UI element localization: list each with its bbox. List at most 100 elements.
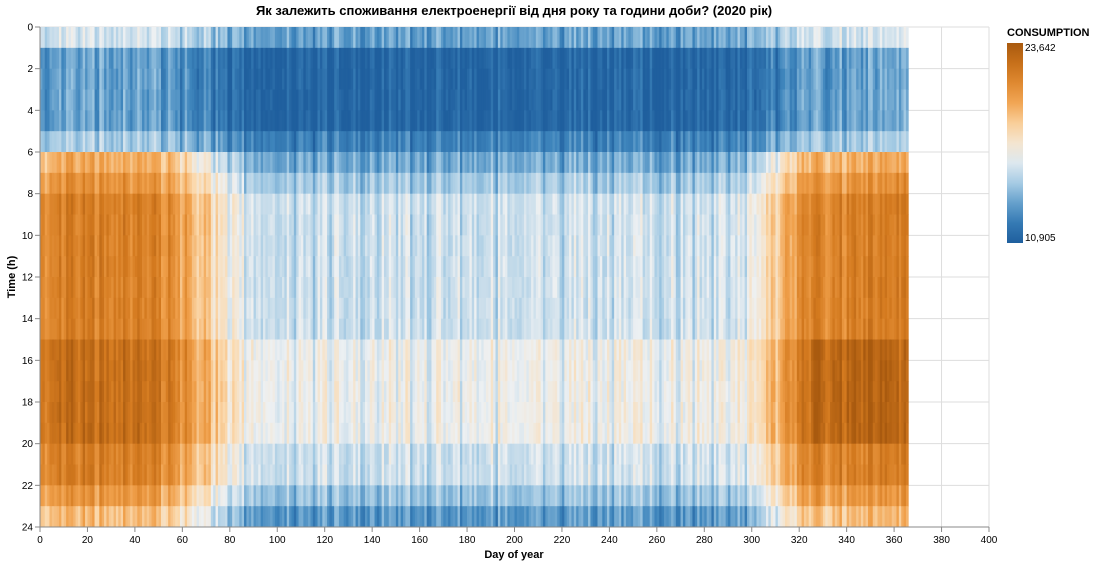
heatmap-cell: [153, 277, 157, 299]
heatmap-cell: [312, 443, 316, 465]
heatmap-cell: [334, 89, 337, 111]
heatmap-cell: [227, 339, 231, 361]
heatmap-cell: [478, 89, 482, 111]
heatmap-cell: [521, 297, 525, 320]
heatmap-cell: [213, 339, 216, 361]
heatmap-cell: [467, 318, 470, 340]
heatmap-cell: [255, 89, 259, 111]
heatmap-cell: [146, 318, 150, 340]
heatmap-cell: [187, 193, 190, 215]
heatmap-cell: [75, 339, 79, 361]
heatmap-cell: [210, 110, 214, 132]
heatmap-cell: [526, 318, 530, 340]
heatmap-cell: [49, 47, 53, 70]
heatmap-cell: [187, 422, 190, 445]
heatmap-cell: [502, 297, 506, 320]
heatmap-cell: [49, 402, 53, 424]
heatmap-cell: [372, 339, 375, 361]
heatmap-cell: [519, 277, 522, 299]
heatmap-cell: [495, 110, 499, 132]
heatmap-cell: [194, 256, 197, 278]
heatmap-cell: [312, 297, 316, 320]
heatmap-cell: [179, 193, 183, 215]
heatmap-cell: [372, 193, 375, 215]
heatmap-cell: [424, 381, 428, 403]
heatmap-cell: [220, 297, 224, 320]
heatmap-cell: [198, 68, 202, 90]
heatmap-cell: [99, 464, 103, 486]
heatmap-cell: [424, 152, 428, 174]
heatmap-cell: [523, 89, 527, 111]
heatmap-cell: [372, 172, 375, 195]
heatmap-cell: [137, 402, 140, 424]
heatmap-cell: [227, 47, 231, 70]
heatmap-cell: [182, 318, 186, 340]
heatmap-cell: [196, 360, 200, 382]
heatmap-cell: [429, 256, 432, 278]
heatmap-cell: [87, 422, 91, 445]
heatmap-cell: [526, 152, 530, 174]
heatmap-cell: [118, 443, 122, 465]
heatmap-cell: [75, 68, 79, 90]
heatmap-cell: [92, 131, 95, 153]
heatmap-cell: [369, 339, 373, 361]
heatmap-cell: [168, 277, 171, 299]
heatmap-cell: [284, 152, 288, 174]
heatmap-cell: [227, 193, 231, 215]
heatmap-cell: [457, 443, 461, 465]
heatmap-cell: [372, 506, 375, 528]
heatmap-cell: [497, 464, 501, 486]
heatmap-cell: [151, 485, 155, 507]
heatmap-cell: [298, 485, 302, 507]
heatmap-cell: [486, 110, 489, 132]
heatmap-cell: [329, 235, 333, 257]
heatmap-cell: [372, 256, 375, 278]
heatmap-cell: [92, 47, 95, 70]
heatmap-cell: [85, 68, 88, 90]
heatmap-cell: [196, 256, 200, 278]
heatmap-cell: [459, 464, 463, 486]
heatmap-cell: [56, 256, 60, 278]
heatmap-cell: [391, 464, 394, 486]
heatmap-cell: [177, 360, 181, 382]
heatmap-cell: [61, 506, 65, 528]
heatmap-cell: [308, 131, 311, 153]
heatmap-cell: [165, 68, 169, 90]
heatmap-cell: [191, 47, 195, 70]
heatmap-cell: [516, 110, 520, 132]
heatmap-cell: [433, 381, 437, 403]
heatmap-cell: [96, 318, 100, 340]
heatmap-cell: [101, 339, 105, 361]
heatmap-cell: [220, 89, 224, 111]
heatmap-cell: [502, 172, 506, 195]
heatmap-cell: [312, 381, 316, 403]
heatmap-cell: [379, 27, 382, 49]
heatmap-cell: [388, 110, 392, 132]
heatmap-cell: [512, 131, 515, 153]
heatmap-cell: [106, 402, 110, 424]
heatmap-cell: [108, 422, 112, 445]
heatmap-cell: [153, 256, 157, 278]
heatmap-cell: [113, 193, 117, 215]
heatmap-cell: [346, 235, 349, 257]
heatmap-cell: [509, 110, 513, 132]
heatmap-cell: [410, 360, 413, 382]
heatmap-cell: [96, 360, 100, 382]
heatmap-cell: [92, 443, 95, 465]
heatmap-cell: [56, 47, 60, 70]
heatmap-cell: [433, 235, 437, 257]
heatmap-cell: [206, 381, 209, 403]
heatmap-cell: [298, 381, 302, 403]
heatmap-cell: [170, 152, 174, 174]
heatmap-cell: [213, 297, 216, 320]
heatmap-cell: [500, 277, 503, 299]
heatmap-cell: [379, 297, 382, 320]
heatmap-cell: [125, 110, 129, 132]
heatmap-cell: [429, 297, 432, 320]
heatmap-cell: [317, 339, 321, 361]
heatmap-cell: [260, 422, 264, 445]
heatmap-cell: [448, 214, 451, 236]
heatmap-cell: [115, 318, 119, 340]
heatmap-cell: [386, 214, 390, 236]
heatmap-cell: [440, 89, 444, 111]
